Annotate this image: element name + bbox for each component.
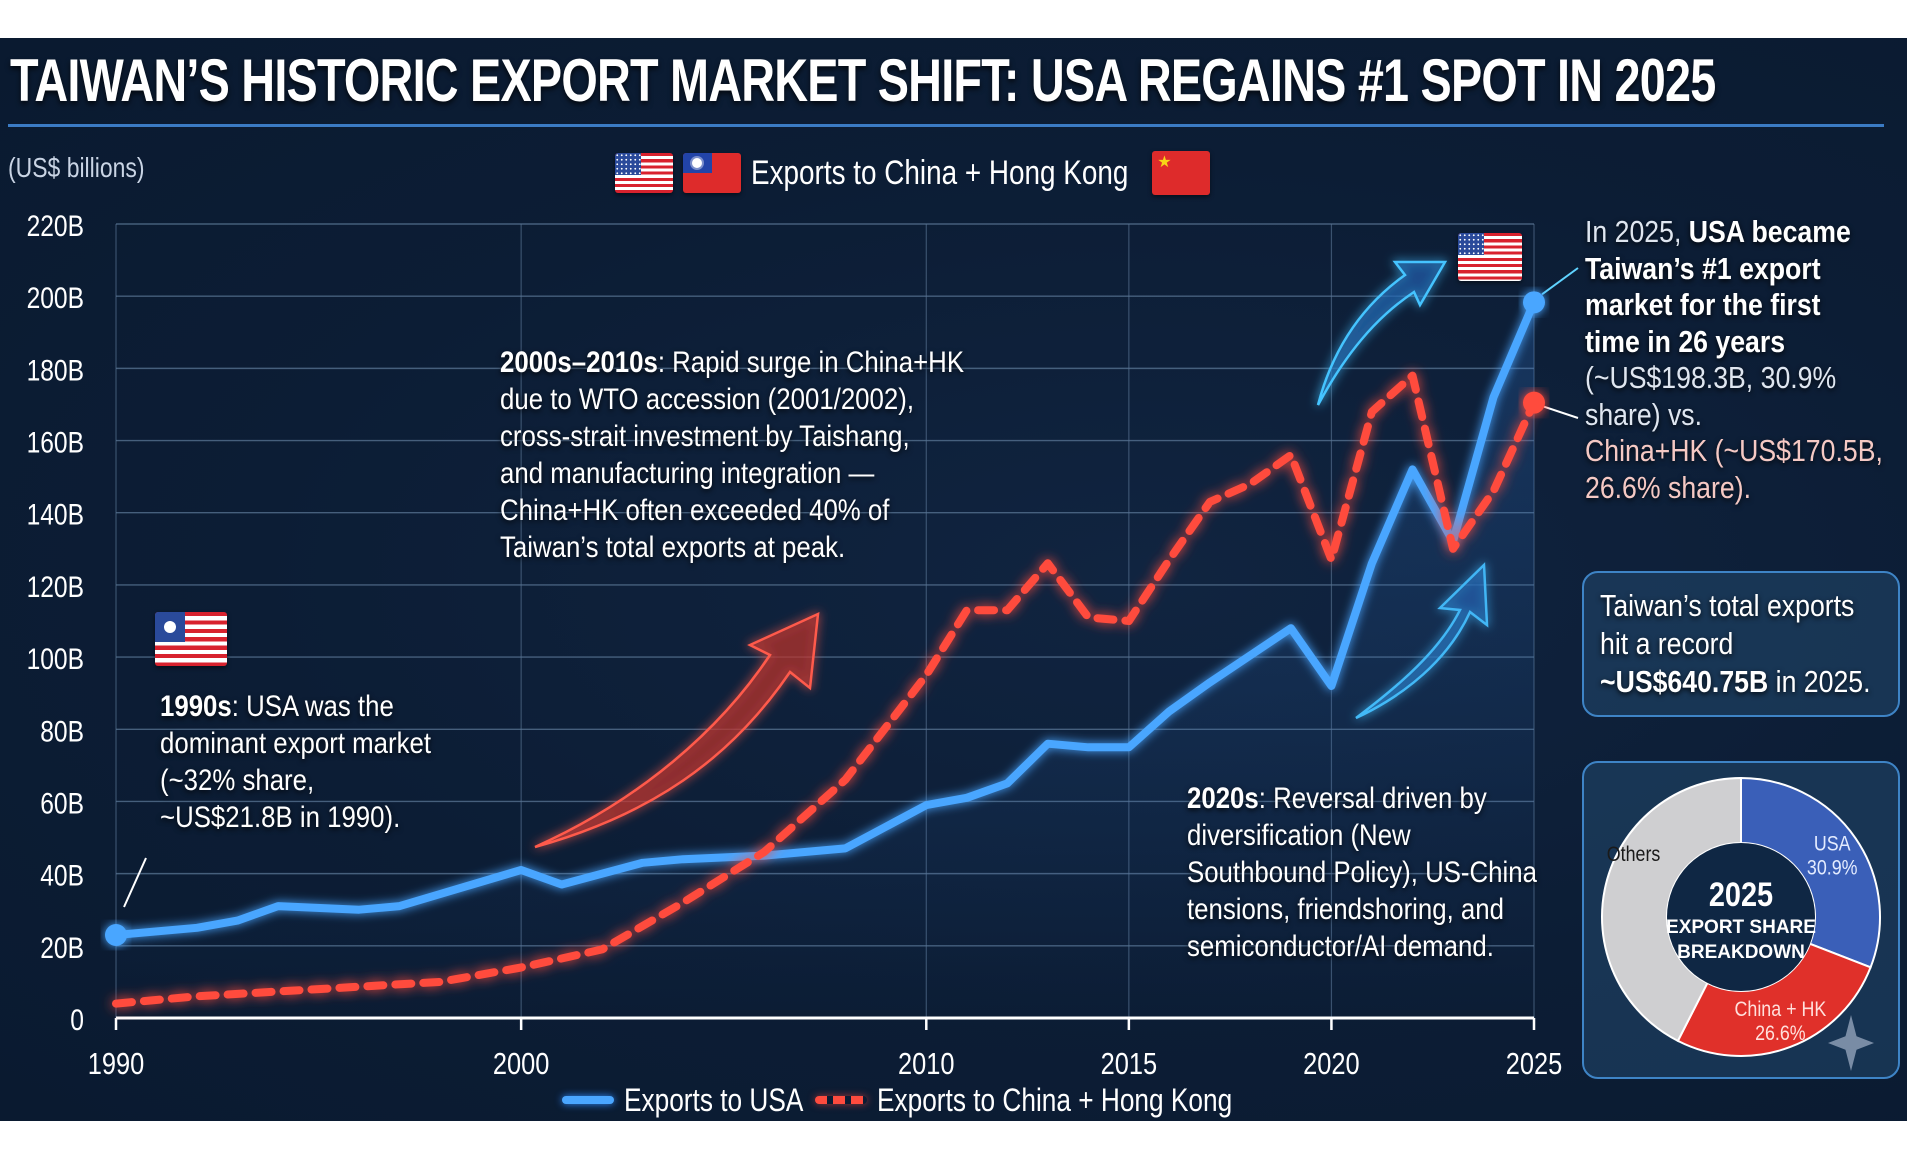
legend-swatch-usa <box>562 1096 614 1104</box>
export-share-donut-box: 2025 EXPORT SHARE BREAKDOWN USA 30.9% Chin… <box>1582 761 1900 1079</box>
page-title: TAIWAN’S HISTORIC EXPORT MARKET SHIFT: U… <box>10 47 1716 114</box>
annotation-2000s-line-5: China+HK often exceeded 40% of <box>500 494 890 527</box>
annotation-2020s-line-1: 2020s: Reversal driven by <box>1187 782 1487 815</box>
donut-label-others: Others <box>1607 843 1661 867</box>
callout-2025-china-value: China+HK (~US$170.5B, <box>1585 433 1883 468</box>
taiwan-flag-icon <box>683 153 741 193</box>
annotation-2000s-line-3: cross-strait investment by Taishang, <box>500 420 910 453</box>
donut-label-china-hk: China + HK <box>1735 998 1827 1022</box>
annotation-2000s-line-6: Taiwan’s total exports at peak. <box>500 531 846 564</box>
units-label: (US$ billions) <box>8 152 145 183</box>
chart-legend: Exports to USA Exports to China + Hong K… <box>562 1080 1310 1120</box>
callout-2025-usa-value: (~US$198.3B, 30.9% <box>1585 360 1837 395</box>
us-flag-icon-2025 <box>1458 233 1522 281</box>
annotation-1990s-line-1: 1990s: USA was the <box>160 690 394 723</box>
annotation-2000s-2010s: 2000s–2010s: Rapid surge in China+HK due… <box>500 344 964 566</box>
donut-center-title: 2025 <box>1709 875 1773 914</box>
callout-2025-usa-share: share) vs. <box>1585 396 1703 432</box>
annotation-1990s-line-4: ~US$21.8B in 1990). <box>160 801 401 834</box>
us-flag-icon <box>615 153 673 193</box>
annotation-2020s: 2020s: Reversal driven by diversificatio… <box>1187 780 1537 965</box>
donut-center-subtitle-2: BREAKDOWN <box>1677 942 1805 963</box>
donut-label-usa: USA <box>1814 832 1851 856</box>
title-divider <box>8 124 1884 127</box>
top-legend: Exports to China + Hong Kong <box>615 145 1211 201</box>
annotation-2020s-line-5: semiconductor/AI demand. <box>1187 930 1494 963</box>
callout-2025-line-3: market for the first <box>1585 287 1821 322</box>
total-exports-line-2: hit a record <box>1600 626 1734 661</box>
donut-center-subtitle-1: EXPORT SHARE <box>1666 917 1816 938</box>
top-legend-label: Exports to China + Hong Kong <box>751 153 1129 192</box>
total-exports-box: Taiwan’s total exports hit a record ~US$… <box>1582 571 1900 717</box>
legend-label-china-hk: Exports to China + Hong Kong <box>876 1081 1232 1118</box>
donut-value-usa: 30.9% <box>1807 856 1858 880</box>
total-exports-text: Taiwan’s total exports hit a record ~US$… <box>1600 587 1871 701</box>
annotation-2000s-line-1: 2000s–2010s: Rapid surge in China+HK <box>500 346 965 379</box>
china-flag-icon <box>1152 151 1211 195</box>
annotation-2020s-line-2: diversification (New <box>1187 819 1411 852</box>
callout-2025-china-share: 26.6% share). <box>1585 469 1751 505</box>
total-exports-line-3: ~US$640.75B in 2025. <box>1600 664 1871 699</box>
callout-2025-line-1: In 2025, USA became <box>1585 214 1851 249</box>
legend-label-usa: Exports to USA <box>624 1081 804 1118</box>
donut-hole <box>1667 843 1815 991</box>
annotation-2020s-line-4: tensions, friendshoring, and <box>1187 893 1504 926</box>
annotation-1990s: 1990s: USA was the dominant export marke… <box>160 688 431 836</box>
annotation-1990s-line-3: (~32% share, <box>160 764 315 797</box>
callout-2025: In 2025, USA became Taiwan’s #1 export m… <box>1585 214 1883 506</box>
annotation-2020s-line-3: Southbound Policy), US-China <box>1187 856 1537 889</box>
donut-slices <box>1601 776 1881 1057</box>
total-exports-line-1: Taiwan’s total exports <box>1600 588 1855 623</box>
taiwan-us-flag-icon <box>155 612 227 666</box>
callout-2025-line-2: Taiwan’s #1 export <box>1585 250 1821 286</box>
annotation-2000s-line-4: and manufacturing integration — <box>500 457 875 490</box>
annotation-1990s-line-2: dominant export market <box>160 727 432 760</box>
annotation-2000s-line-2: due to WTO accession (2001/2002), <box>500 383 914 416</box>
donut-value-china-hk: 26.6% <box>1755 1022 1806 1046</box>
legend-swatch-china-hk <box>814 1096 867 1104</box>
callout-2025-line-4: time in 26 years <box>1585 323 1786 359</box>
